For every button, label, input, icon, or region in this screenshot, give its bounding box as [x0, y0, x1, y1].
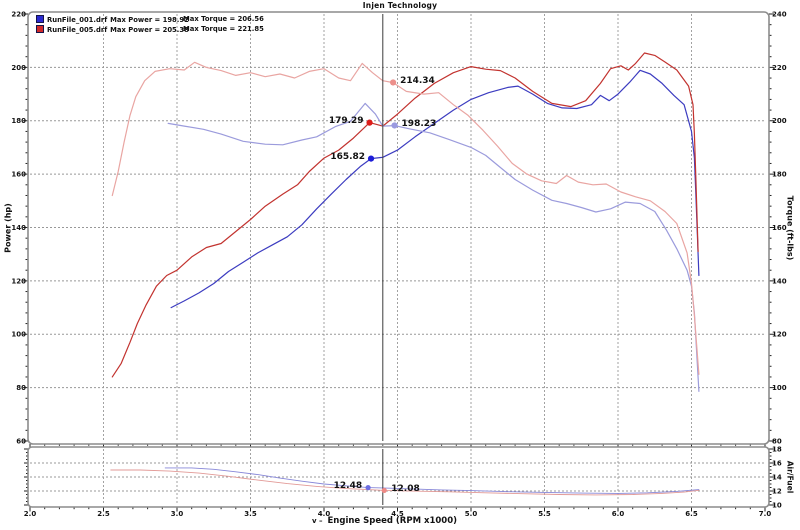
cursor-value-airfuel-run5: 12.08 [391, 483, 420, 494]
curve-runfile-001-drf-power [170, 69, 700, 309]
cursor-value-power-run5: 179.29 [328, 116, 364, 127]
power-tick-label: 220 [11, 10, 26, 18]
airfuel-panel-border [27, 446, 770, 508]
panel-borders [27, 11, 770, 508]
rpm-tick-label: 3.5 [244, 510, 257, 518]
rpm-tick-label: 2.0 [24, 510, 37, 518]
legend-file-run-1: RunFile_001.drf [47, 16, 108, 24]
power-tick-label: 60 [16, 437, 26, 445]
x-axis-title: Engine Speed (RPM x1000) [327, 516, 458, 526]
rpm-tick-label: 2.5 [97, 510, 110, 518]
torque-tick-label: 180 [772, 171, 787, 179]
chart-title: Injen Technology [362, 1, 438, 10]
cursor-dot-179.29 [366, 119, 373, 126]
legend-run-1[interactable]: RunFile_001.drf Max Power = 198.92 Max Tor… [36, 15, 296, 25]
cursor-value-airfuel-run1: 12.48 [333, 481, 363, 492]
legend-max-power-run-1: Max Power = 198.92 [110, 16, 189, 24]
power-axis-title: Power (hp) [3, 203, 13, 253]
airfuel-tick-label: 14 [772, 473, 782, 481]
cursor-dot-12.48 [365, 485, 371, 491]
rpm-tick-label: 6.5 [685, 510, 698, 518]
legend-max-power-run-2: Max Power = 205.38 [110, 25, 189, 34]
torque-tick-label: 200 [772, 117, 787, 125]
rpm-tick-label: 3.0 [171, 510, 184, 518]
legend-max-torque-run-2: Max Torque = 221.85 [183, 24, 264, 33]
curve-runfile-001-drf-torque [167, 102, 700, 392]
cursor-dots [365, 79, 398, 494]
rpm-tick-label: 6.0 [612, 510, 625, 518]
legend-run-2[interactable]: RunFile_005.drf Max Power = 205.38 Max Tor… [36, 24, 296, 35]
torque-tick-label: 120 [772, 331, 787, 339]
legend-file-run-2: RunFile_005.drf [47, 25, 108, 34]
cursor-value-torque-run5: 214.34 [400, 75, 435, 86]
legend-swatch-run-2 [36, 24, 44, 33]
main-panel-bg [28, 12, 769, 444]
rpm-tick-label: 4.0 [318, 510, 331, 518]
gridlines [30, 14, 765, 505]
torque-tick-label: 100 [772, 384, 787, 392]
torque-tick-label: 80 [772, 437, 782, 445]
airfuel-tick-label: 10 [772, 501, 782, 509]
torque-tick-label: 220 [772, 64, 787, 72]
power-tick-label: 160 [11, 171, 26, 179]
torque-tick-label: 160 [772, 224, 787, 232]
airfuel-tick-label: 12 [772, 487, 782, 495]
cursor-value-power-run1: 165.82 [330, 152, 366, 163]
x-axis-title-row: v – Engine Speed (RPM x1000) [312, 516, 457, 526]
legend-max-torque-run-1: Max Torque = 206.56 [183, 15, 264, 23]
power-tick-label: 140 [11, 224, 26, 232]
power-tick-label: 100 [11, 331, 26, 339]
power-tick-label: 120 [11, 277, 26, 285]
cursor-dot-12.08 [381, 487, 387, 494]
airfuel-tick-label: 18 [772, 445, 782, 453]
rpm-tick-label: 4.5 [391, 510, 404, 518]
curve-runfile-005-drf-power [111, 52, 699, 378]
cursor-value-torque-run1: 198.23 [401, 118, 437, 129]
legend: RunFile_001.drf Max Power = 198.92 Max Tor… [36, 15, 296, 34]
power-tick-label: 80 [16, 384, 26, 392]
cursor-marker-glyph: v – [312, 517, 323, 525]
power-tick-label: 200 [11, 64, 26, 72]
main-panel-border [27, 11, 770, 445]
rpm-tick-label: 5.5 [538, 510, 551, 518]
cursor-dot-214.34 [389, 79, 397, 86]
torque-axis-title: Torque (ft-lbs) [785, 195, 795, 261]
cursor-dot-198.23 [391, 122, 398, 129]
curve-runfile-001-drf-air-fuel [164, 467, 700, 494]
torque-tick-label: 240 [772, 10, 787, 18]
rpm-tick-label: 5.0 [465, 510, 478, 518]
airfuel-axis-title: Air/Fuel [785, 460, 795, 494]
cursor-dot-165.82 [367, 155, 375, 162]
airfuel-tick-label: 16 [772, 459, 782, 467]
tick-labels: 220 200 180 160 140 120 100 80 60 240 220 200 180 160… [11, 10, 786, 518]
power-tick-label: 180 [11, 117, 26, 125]
torque-tick-label: 140 [772, 277, 787, 285]
legend-swatch-run-1 [36, 15, 44, 23]
rpm-tick-label: 7.0 [759, 510, 772, 518]
